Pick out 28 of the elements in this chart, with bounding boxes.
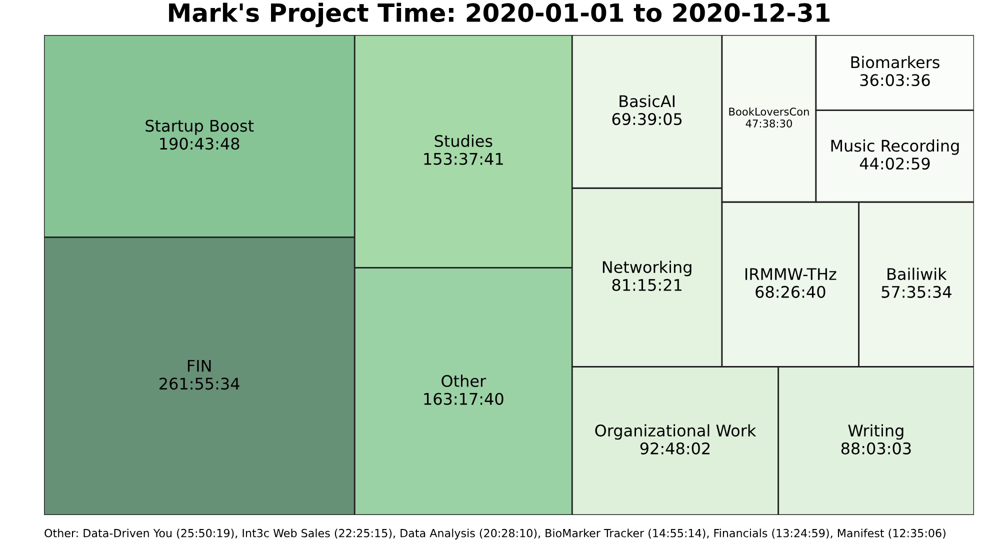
- data-label: 81:15:21: [612, 278, 682, 292]
- data-label: 163:17:40: [424, 392, 504, 405]
- data-label: 47:38:30: [746, 119, 792, 128]
- data-label: 69:39:05: [612, 113, 682, 126]
- data-label: 44:02:59: [860, 158, 930, 170]
- category-label: Biomarkers: [851, 56, 940, 68]
- category-label: BookLoversCon: [729, 107, 809, 116]
- category-label: Writing: [848, 424, 904, 440]
- category-label: BasicAI: [620, 94, 674, 108]
- category-label: Startup Boost: [146, 120, 254, 135]
- data-label: 92:48:02: [640, 442, 710, 454]
- category-label: Studies: [434, 134, 492, 148]
- data-label: 153:37:41: [424, 152, 503, 165]
- data-label: 57:35:34: [882, 286, 952, 298]
- category-label: Music Recording: [831, 139, 959, 155]
- category-label: FIN: [188, 360, 211, 372]
- data-label: 36:03:36: [860, 74, 930, 86]
- data-label: 261:55:34: [160, 378, 240, 390]
- text: Mark's Project Time: 2020-01-01 to 2020-12-31: [169, 2, 830, 28]
- category-label: IRMMW-THz: [746, 268, 836, 280]
- data-label: 88:03:03: [841, 442, 911, 454]
- data-label: 190:43:48: [160, 138, 240, 150]
- text: Other: Data-Driven You (25:50:19), Int3c Web Sales (22:25:15), Data Analysis (20:28:10), BioMarker Tracker (14:55:14), Financials (13:24:59), Manifest (12:35:06): [44, 528, 946, 540]
- category-label: Bailiwik: [888, 268, 947, 280]
- data-label: 68:26:40: [756, 286, 826, 298]
- category-label: Other: [442, 374, 486, 388]
- category-label: Organizational Work: [595, 424, 756, 440]
- category-label: Networking: [602, 260, 692, 276]
